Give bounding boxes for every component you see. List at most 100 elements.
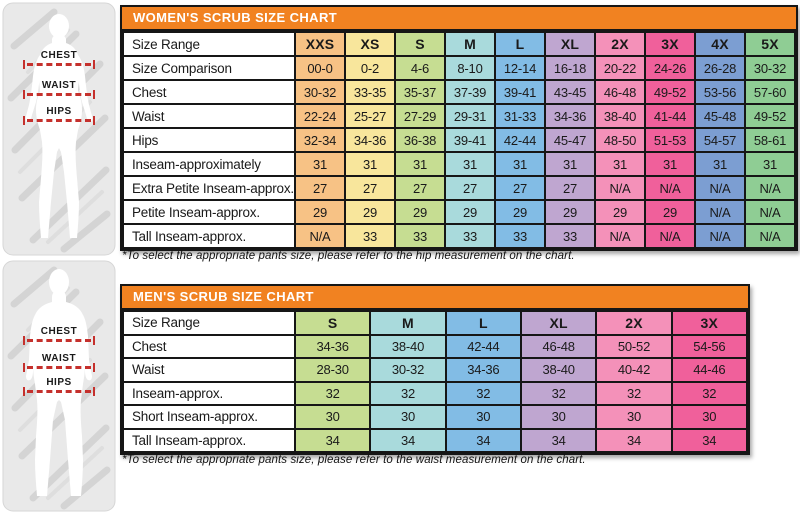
size-cell: 33 bbox=[344, 223, 396, 249]
size-cell: 48-50 bbox=[594, 127, 646, 153]
size-cell: 27 bbox=[394, 175, 446, 201]
waist-label: WAIST bbox=[41, 80, 77, 91]
size-cell: 32 bbox=[519, 380, 598, 406]
female-silhouette bbox=[2, 2, 116, 256]
size-cell: 27 bbox=[294, 175, 346, 201]
size-cell: 31 bbox=[644, 151, 696, 177]
size-cell: 33 bbox=[394, 223, 446, 249]
waist-label: WAIST bbox=[41, 353, 77, 364]
table-row: Waist 28-30 30-32 34-36 38-40 40-42 44-46 bbox=[122, 357, 749, 383]
row-label: Waist bbox=[122, 103, 296, 129]
size-cell: 30 bbox=[444, 404, 522, 430]
size-cell: 31 bbox=[394, 151, 446, 177]
size-cell: 32-34 bbox=[294, 127, 346, 153]
size-header-row: Size Range S M L XL 2X 3X bbox=[122, 310, 749, 336]
size-cell: 53-56 bbox=[694, 79, 746, 105]
hips-label: HIPS bbox=[46, 106, 72, 117]
size-cell: 34 bbox=[444, 427, 522, 453]
table-row: Tall Inseam-approx. N/A 33 33 33 33 33 N/A N/A N/… bbox=[122, 223, 796, 249]
size-cell: 31 bbox=[344, 151, 396, 177]
size-column-header: S bbox=[293, 310, 372, 336]
size-cell: 29 bbox=[644, 199, 696, 225]
chest-label: CHEST bbox=[40, 326, 78, 337]
size-cell: 39-41 bbox=[444, 127, 496, 153]
size-cell: 8-10 bbox=[444, 55, 496, 81]
size-cell: 25-27 bbox=[344, 103, 396, 129]
chest-measure-line bbox=[23, 336, 95, 345]
table-row: Short Inseam-approx. 30 30 30 30 30 30 bbox=[122, 404, 749, 430]
size-column-header: XL bbox=[519, 310, 598, 336]
row-label: Tall Inseam-approx. bbox=[122, 427, 296, 453]
male-figure-panel: CHEST WAIST HIPS bbox=[2, 260, 116, 512]
size-cell: 34-36 bbox=[544, 103, 596, 129]
size-cell: 51-53 bbox=[644, 127, 696, 153]
size-column-header: 2X bbox=[594, 31, 646, 57]
table-row: Hips 32-34 34-36 36-38 39-41 42-44 45-47 48-50 5… bbox=[122, 127, 796, 153]
size-cell: 22-24 bbox=[294, 103, 346, 129]
size-cell: 29 bbox=[594, 199, 646, 225]
table-row: Waist 22-24 25-27 27-29 29-31 31-33 34-36 38-40… bbox=[122, 103, 796, 129]
table-row: Tall Inseam-approx. 34 34 34 34 34 34 bbox=[122, 427, 749, 453]
waist-measure-line bbox=[23, 363, 95, 372]
size-cell: 50-52 bbox=[595, 333, 673, 359]
size-cell: N/A bbox=[744, 175, 796, 201]
size-cell: 49-52 bbox=[644, 79, 696, 105]
size-cell: 4-6 bbox=[394, 55, 446, 81]
row-label: Short Inseam-approx. bbox=[122, 404, 296, 430]
size-cell: 32 bbox=[369, 380, 447, 406]
chest-measure-line bbox=[23, 60, 95, 69]
size-cell: 27 bbox=[344, 175, 396, 201]
size-cell: 34-36 bbox=[444, 357, 522, 383]
size-cell: 33-35 bbox=[344, 79, 396, 105]
size-cell: N/A bbox=[694, 223, 746, 249]
size-cell: 31 bbox=[594, 151, 646, 177]
male-silhouette bbox=[2, 260, 116, 512]
size-cell: 30-32 bbox=[369, 357, 447, 383]
size-cell: 34 bbox=[519, 427, 598, 453]
hips-measure-line bbox=[23, 116, 95, 125]
male-waist-measure: WAIST bbox=[2, 353, 116, 372]
table-row: Inseam-approximately 31 31 31 31 31 31 31 31 31 31 bbox=[122, 151, 796, 177]
male-chest-measure: CHEST bbox=[2, 326, 116, 345]
size-cell: 33 bbox=[444, 223, 496, 249]
table-row: Inseam-approx. 32 32 32 32 32 32 bbox=[122, 380, 749, 406]
size-cell: N/A bbox=[644, 175, 696, 201]
size-cell: 43-45 bbox=[544, 79, 596, 105]
size-cell: 32 bbox=[595, 380, 673, 406]
size-cell: 35-37 bbox=[394, 79, 446, 105]
female-figure-panel: CHEST WAIST HIPS bbox=[2, 2, 116, 256]
size-cell: 34 bbox=[670, 427, 749, 453]
size-cell: 29 bbox=[494, 199, 546, 225]
size-cell: N/A bbox=[594, 223, 646, 249]
size-cell: 34 bbox=[369, 427, 447, 453]
size-cell: 38-40 bbox=[594, 103, 646, 129]
size-cell: 29 bbox=[344, 199, 396, 225]
table-row: Petite Inseam-approx. 29 29 29 29 29 29 29 29 N/A… bbox=[122, 199, 796, 225]
size-cell: 12-14 bbox=[494, 55, 546, 81]
size-cell: 30-32 bbox=[294, 79, 346, 105]
size-column-header: 3X bbox=[670, 310, 749, 336]
size-header-row: Size Range XXS XS S M L XL 2X 3X 4X 5X bbox=[122, 31, 796, 57]
table-row: Size Comparison 00-0 0-2 4-6 8-10 12-14 16-18 2… bbox=[122, 55, 796, 81]
womens-size-table: Size Range XXS XS S M L XL 2X 3X 4X 5X Size Compar… bbox=[122, 31, 796, 249]
table-row: Chest 30-32 33-35 35-37 37-39 39-41 43-45 46-48… bbox=[122, 79, 796, 105]
size-cell: 38-40 bbox=[369, 333, 447, 359]
size-cell: 36-38 bbox=[394, 127, 446, 153]
size-cell: 45-48 bbox=[694, 103, 746, 129]
size-cell: 38-40 bbox=[519, 357, 598, 383]
size-cell: 27 bbox=[444, 175, 496, 201]
size-column-header: S bbox=[394, 31, 446, 57]
size-column-header: 4X bbox=[694, 31, 746, 57]
size-cell: 54-56 bbox=[670, 333, 749, 359]
size-cell: 46-48 bbox=[594, 79, 646, 105]
size-cell: 00-0 bbox=[294, 55, 346, 81]
size-cell: 30-32 bbox=[744, 55, 796, 81]
size-cell: 30 bbox=[519, 404, 598, 430]
size-cell: 33 bbox=[494, 223, 546, 249]
row-label: Petite Inseam-approx. bbox=[122, 199, 296, 225]
row-label: Inseam-approximately bbox=[122, 151, 296, 177]
size-cell: 42-44 bbox=[494, 127, 546, 153]
size-cell: 30 bbox=[293, 404, 372, 430]
size-cell: N/A bbox=[694, 175, 746, 201]
size-cell: 32 bbox=[444, 380, 522, 406]
